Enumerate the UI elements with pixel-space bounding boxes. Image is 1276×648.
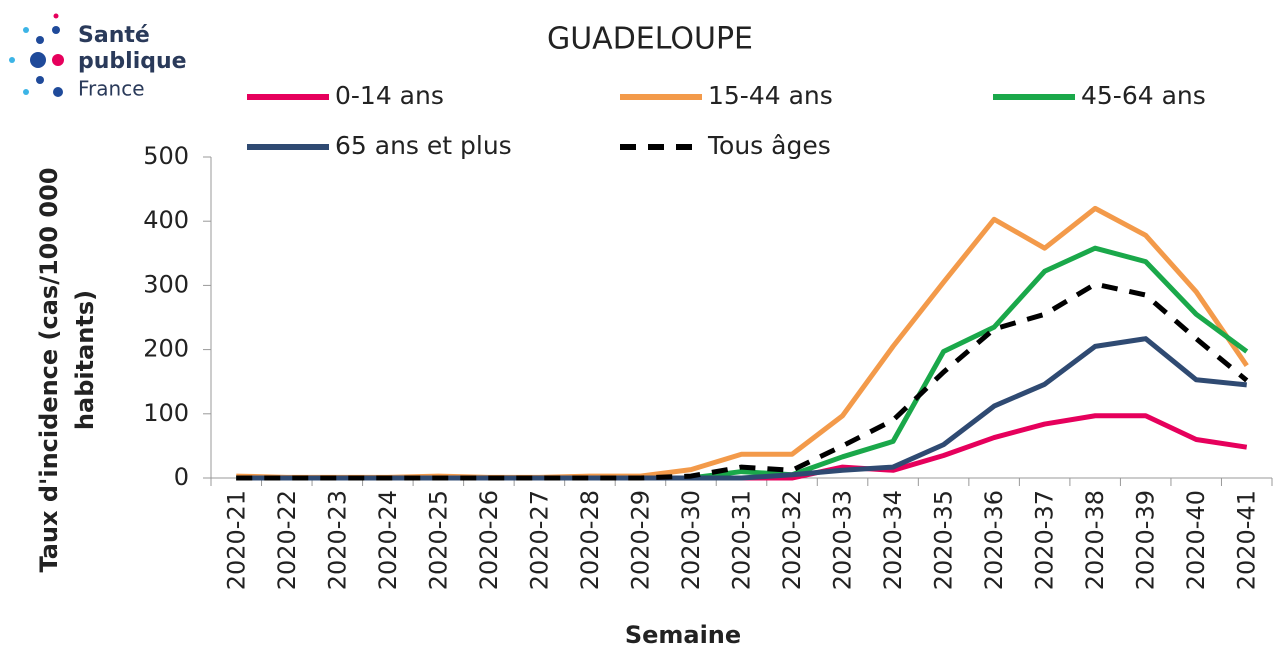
x-tick-label: 2020-40 (1182, 490, 1210, 590)
logo-dot (23, 27, 29, 33)
logo-dot (53, 13, 59, 19)
x-tick-label: 2020-27 (525, 490, 553, 590)
x-tick-label: 2020-28 (576, 490, 604, 590)
logo-dot (30, 52, 46, 68)
y-tick-label: 500 (143, 142, 189, 170)
y-tick-label: 200 (143, 335, 189, 363)
legend-label: 65 ans et plus (335, 131, 512, 160)
logo-dot (23, 89, 29, 95)
series-line (236, 245, 1249, 481)
x-tick-label: 2020-37 (1031, 490, 1059, 590)
legend-label: Tous âges (707, 131, 831, 160)
y-axis-label: habitants) (71, 290, 99, 430)
y-axis-label: Taux d'incidence (cas/100 000 (35, 167, 63, 572)
y-tick-label: 100 (143, 399, 189, 427)
logo-dot (53, 87, 63, 97)
logo: Santé publique France (9, 13, 187, 101)
x-tick-label: 2020-33 (829, 490, 857, 590)
logo-dot (52, 54, 64, 66)
chart-title: GUADELOUPE (547, 22, 753, 57)
series-line (236, 281, 1249, 481)
x-tick-label: 2020-22 (273, 490, 301, 590)
x-tick-label: 2020-41 (1233, 490, 1261, 590)
y-tick-label: 300 (143, 270, 189, 298)
x-tick-label: 2020-31 (728, 490, 756, 590)
x-tick-label: 2020-38 (1081, 490, 1109, 590)
x-tick-label: 2020-39 (1132, 490, 1160, 590)
logo-dot (36, 36, 44, 44)
x-axis-label: Semaine (625, 621, 741, 648)
logo-dot (9, 57, 15, 63)
x-tick-label: 2020-21 (222, 490, 250, 590)
x-tick-label: 2020-29 (626, 490, 654, 590)
logo-dot (52, 26, 60, 34)
x-tick-label: 2020-35 (930, 490, 958, 590)
legend-label: 45-64 ans (1081, 81, 1206, 110)
logo-dot (36, 76, 44, 84)
legend-label: 0-14 ans (335, 81, 444, 110)
x-tick-label: 2020-32 (778, 490, 806, 590)
x-tick-label: 2020-26 (475, 490, 503, 590)
x-tick-label: 2020-36 (980, 490, 1008, 590)
x-tick-label: 2020-34 (879, 490, 907, 590)
x-tick-label: 2020-30 (677, 490, 705, 590)
logo-text: France (78, 77, 145, 101)
logo-text: Santé (78, 23, 150, 48)
x-tick-label: 2020-25 (424, 490, 452, 590)
x-tick-label: 2020-24 (374, 490, 402, 590)
legend-label: 15-44 ans (708, 81, 833, 110)
x-tick-label: 2020-23 (323, 490, 351, 590)
series-line (236, 336, 1247, 481)
y-tick-label: 0 (174, 463, 189, 491)
y-tick-label: 400 (143, 206, 189, 234)
logo-text: publique (78, 49, 187, 74)
